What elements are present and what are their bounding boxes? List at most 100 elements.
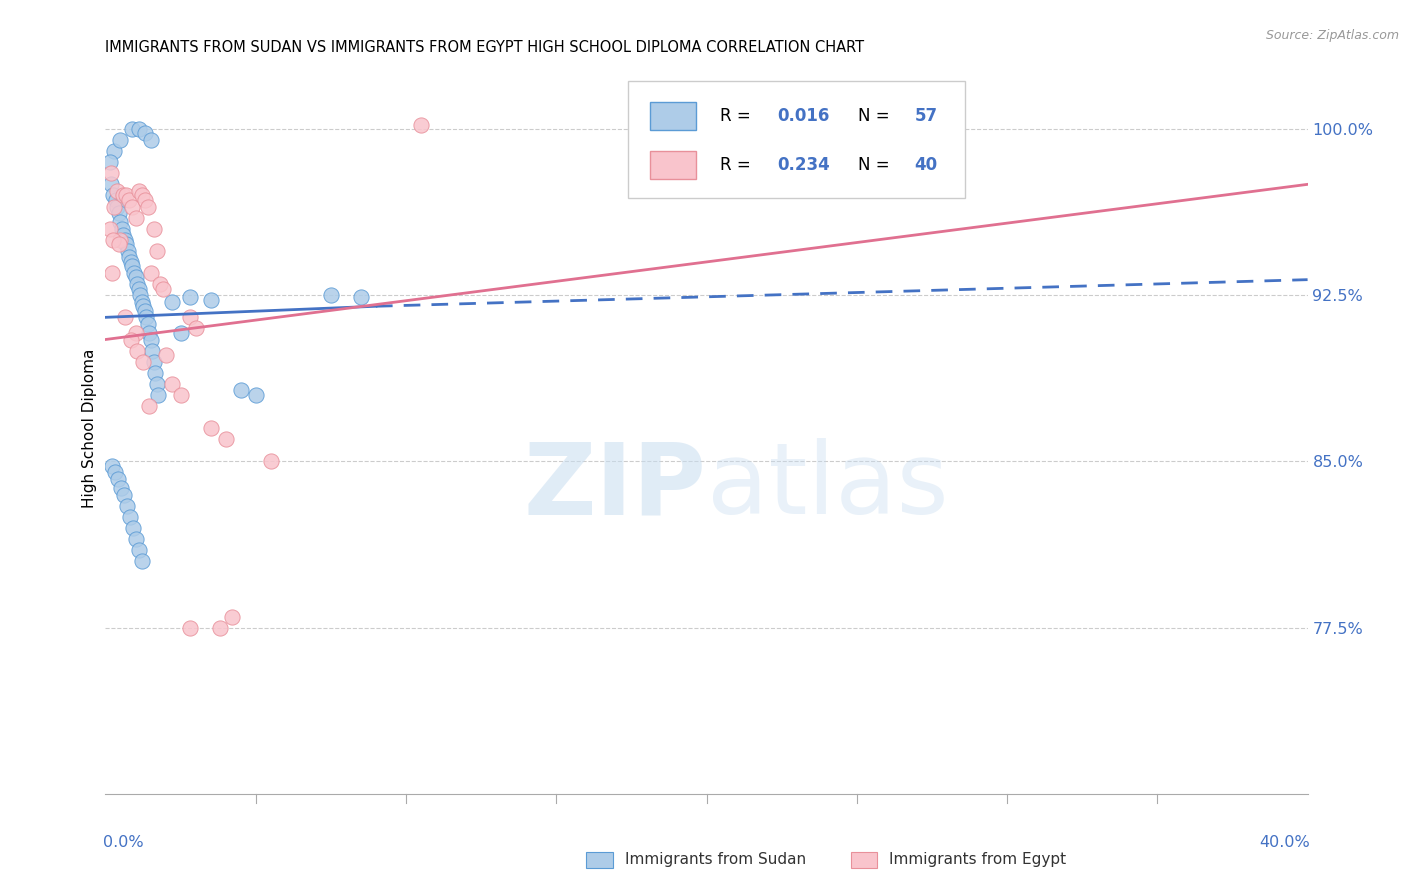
Text: atlas: atlas [707,438,948,535]
Point [155,348,177,362]
Point [134,127,156,141]
Point [104,466,127,480]
Point [128,543,150,558]
Bar [650,151,696,178]
Point [111,221,134,235]
Text: 57: 57 [914,107,938,125]
Point [260,454,283,468]
Point [114,310,136,325]
Point [107,184,129,198]
Bar [851,852,877,868]
Point [139,266,162,280]
Point [100,166,122,180]
Point [138,399,160,413]
Point [117,244,139,258]
Point [124,326,146,340]
Point [114,233,136,247]
Point [122,266,145,280]
Text: Immigrants from Egypt: Immigrants from Egypt [889,852,1066,867]
Text: 40.0%: 40.0% [1260,835,1310,849]
Point [104,193,127,207]
Point [101,233,124,247]
Point [103,144,125,158]
Point [122,521,145,535]
Point [169,388,191,402]
Point [110,233,132,247]
Point [120,509,142,524]
Point [136,200,159,214]
Point [131,554,153,568]
Point [103,200,125,214]
Point [200,293,222,307]
Point [141,343,163,358]
Text: Source: ZipAtlas.com: Source: ZipAtlas.com [1265,29,1399,42]
Point [134,193,156,207]
Point [107,200,129,214]
Point [110,133,132,147]
Point [145,244,167,258]
Point [139,333,162,347]
Point [101,266,124,280]
Point [98,221,121,235]
Point [108,206,131,220]
Text: 0.016: 0.016 [778,107,830,125]
Point [125,277,148,291]
Y-axis label: High School Diploma: High School Diploma [82,349,97,508]
Point [214,432,236,446]
Point [134,303,156,318]
Text: 40: 40 [914,156,938,174]
Point [135,310,157,325]
Point [208,621,231,635]
Point [245,388,267,402]
Point [131,294,153,309]
Point [108,237,131,252]
Point [115,499,138,513]
Point [110,215,132,229]
Point [142,221,165,235]
Point [350,290,373,304]
Point [160,294,183,309]
Point [142,354,165,368]
Point [128,184,150,198]
Point [148,277,170,291]
Point [115,188,138,202]
Text: 0.0%: 0.0% [103,835,143,849]
Point [124,270,146,285]
Point [169,326,191,340]
Point [125,343,148,358]
Point [229,384,252,398]
Point [101,188,124,202]
Point [131,188,153,202]
Point [112,488,135,502]
Point [138,326,160,340]
Point [124,211,146,225]
Point [118,193,141,207]
Point [184,321,207,335]
Point [115,237,138,252]
Point [179,310,201,325]
Bar [586,852,613,868]
Point [121,122,143,136]
Point [118,251,141,265]
Text: R =: R = [720,156,756,174]
Point [107,472,129,486]
Point [101,458,124,473]
Point [128,281,150,295]
Text: 0.234: 0.234 [778,156,830,174]
Point [146,388,169,402]
Point [121,200,143,214]
Point [132,299,155,313]
FancyBboxPatch shape [628,81,965,198]
Point [160,376,183,391]
Point [112,228,135,243]
Point [136,317,159,331]
Point [179,621,201,635]
Point [143,366,166,380]
Text: R =: R = [720,107,756,125]
Text: N =: N = [858,156,894,174]
Text: N =: N = [858,107,894,125]
Point [110,481,132,495]
Point [112,188,135,202]
Point [145,376,167,391]
Point [129,288,152,302]
